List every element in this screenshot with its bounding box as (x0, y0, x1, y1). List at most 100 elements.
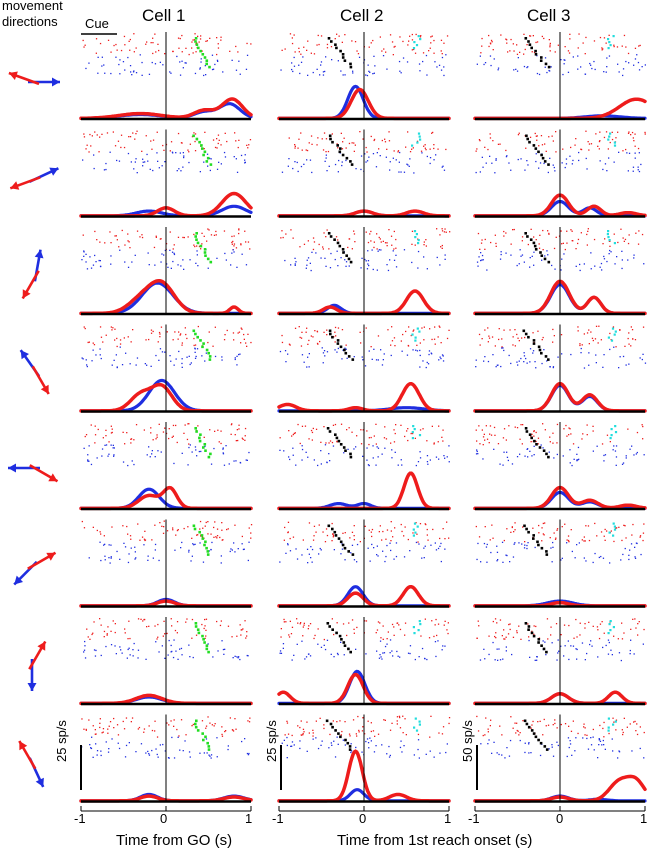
raster-spike-blue (355, 446, 357, 448)
raster-spike-red (570, 146, 572, 149)
raster-spike-blue (235, 69, 238, 71)
raster-spike-blue (207, 643, 209, 645)
raster-spike-blue (209, 169, 211, 172)
raster-spike-blue (620, 659, 622, 662)
raster-spike-red (159, 333, 161, 335)
raster-spike-blue (101, 65, 103, 67)
raster-spike-red (353, 628, 355, 630)
raster-spike-red (621, 638, 624, 640)
raster-spike-red (113, 727, 115, 729)
raster-spike-red (217, 134, 220, 136)
raster-spike-blue (429, 157, 432, 159)
raster-spike-blue (514, 542, 516, 544)
raster-spike-red (564, 46, 566, 48)
raster-spike-blue (85, 261, 87, 263)
raster-spike-blue (82, 159, 84, 161)
raster-spike-blue (87, 459, 89, 461)
raster-spike-red (99, 722, 101, 724)
raster-spike-blue (598, 739, 600, 741)
raster-spike-blue (158, 559, 160, 562)
raster-spike-blue (119, 73, 121, 75)
raster-spike-blue (319, 74, 321, 76)
raster-spike-blue (446, 456, 448, 458)
raster-spike-blue (621, 259, 623, 261)
raster-spike-red (584, 727, 586, 729)
raster-marker-black (339, 147, 342, 150)
raster-spike-red (577, 47, 579, 49)
raster-spike-blue (136, 357, 139, 359)
raster-spike-blue (400, 72, 402, 74)
raster-marker-green (204, 735, 207, 739)
raster-spike-blue (171, 251, 174, 253)
raster-spike-blue (484, 356, 486, 358)
raster-spike-blue (337, 60, 339, 62)
raster-spike-red (143, 731, 145, 733)
raster-spike-blue (362, 455, 364, 457)
raster-spike-red (560, 723, 562, 726)
raster-spike-red (197, 325, 199, 328)
raster-spike-blue (320, 450, 322, 452)
raster-spike-red (221, 529, 223, 531)
raster-spike-red (318, 43, 320, 46)
raster-spike-red (84, 327, 86, 330)
raster-spike-red (603, 632, 605, 634)
raster-spike-red (100, 624, 102, 626)
raster-spike-blue (227, 745, 229, 747)
raster-spike-blue (564, 59, 566, 61)
raster-spike-red (164, 633, 166, 635)
raster-spike-blue (97, 56, 99, 58)
raster-spike-red (291, 734, 293, 737)
raster-spike-blue (476, 449, 478, 451)
raster-spike-blue (479, 171, 481, 173)
raster-spike-red (177, 37, 180, 39)
raster-spike-red (584, 623, 586, 625)
raster-spike-blue (353, 559, 356, 561)
raster-spike-blue (248, 541, 250, 543)
raster-spike-red (634, 339, 637, 341)
raster-spike-red (334, 326, 337, 329)
raster-spike-red (562, 148, 564, 150)
raster-spike-blue (103, 64, 105, 66)
raster-spike-red (643, 731, 645, 734)
raster-spike-blue (167, 266, 169, 268)
raster-spike-red (623, 632, 625, 634)
raster-spike-blue (279, 350, 282, 353)
raster-spike-blue (317, 643, 319, 645)
raster-spike-red (376, 233, 378, 235)
raster-spike-red (107, 732, 109, 734)
raster-spike-red (625, 537, 627, 539)
raster-spike-red (396, 622, 399, 624)
raster-spike-red (608, 34, 610, 36)
raster-spike-red (127, 240, 129, 242)
raster-spike-red (531, 630, 533, 632)
raster-spike-blue (499, 258, 502, 260)
raster-marker-black (331, 527, 334, 531)
raster-spike-red (356, 435, 358, 437)
raster-spike-red (311, 439, 313, 441)
raster-spike-blue (237, 548, 239, 550)
raster-spike-blue (364, 365, 367, 367)
raster-spike-red (390, 540, 392, 542)
raster-marker-black (328, 134, 332, 138)
raster-spike-blue (637, 166, 639, 168)
raster-spike-red (165, 432, 168, 435)
raster-spike-red (628, 332, 630, 334)
raster-spike-red (119, 343, 122, 345)
raster-spike-red (377, 621, 380, 623)
raster-spike-blue (169, 355, 171, 357)
xtick-label-c1-1: 1 (245, 811, 253, 826)
raster-spike-red (332, 720, 334, 722)
raster-spike-blue (498, 648, 500, 650)
raster-spike-blue (189, 656, 191, 658)
raster-spike-red (520, 424, 522, 426)
raster-marker-black (348, 748, 352, 751)
raster-spike-red (198, 245, 201, 248)
raster-spike-blue (403, 171, 406, 173)
direction-arrowhead-red (48, 473, 58, 482)
raster-marker-green (198, 436, 201, 440)
raster-spike-red (490, 719, 492, 721)
raster-spike-red (311, 431, 314, 434)
raster-spike-red (575, 618, 577, 621)
raster-spike-red (333, 336, 335, 338)
raster-spike-red (290, 229, 292, 231)
